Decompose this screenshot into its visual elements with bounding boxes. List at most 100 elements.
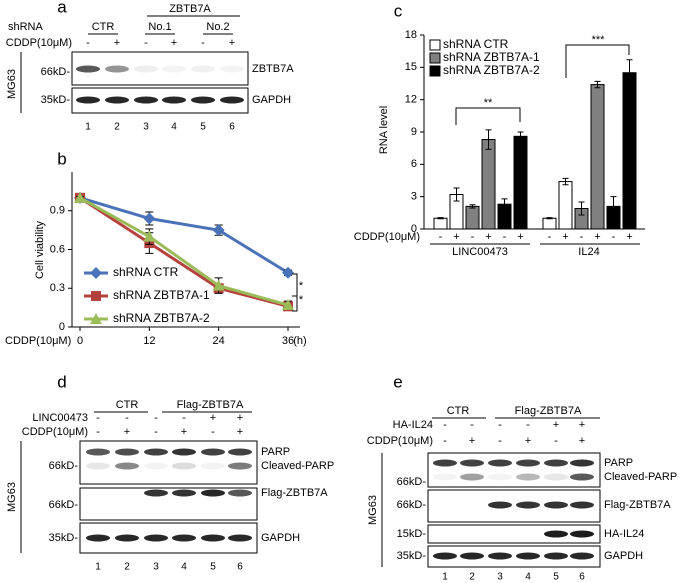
band [228, 489, 252, 497]
sign: + [114, 37, 120, 49]
point [282, 299, 294, 311]
sign: + [525, 435, 531, 447]
lane-number: 2 [114, 122, 120, 133]
band [544, 473, 568, 481]
band [201, 448, 225, 456]
legend-swatch [429, 39, 441, 51]
band [86, 462, 110, 470]
lane-number: 3 [497, 572, 503, 583]
sign: - [554, 435, 558, 447]
lane-number: 5 [200, 122, 206, 133]
error-bar [453, 187, 460, 202]
error-bar [501, 198, 508, 211]
lane-number: 1 [85, 122, 91, 133]
sign: + [171, 37, 177, 49]
error-bar [578, 201, 585, 216]
annotation: *** [592, 34, 606, 46]
lane-number: 6 [229, 122, 235, 133]
band [570, 501, 594, 509]
header-group: Flag-ZBTB7A [177, 399, 244, 411]
bar [622, 72, 637, 230]
lane-number: 4 [181, 562, 187, 573]
y-tick-label: 0.3 [50, 282, 65, 294]
band [172, 489, 196, 497]
band [488, 459, 512, 467]
band-label: ZBTB7A [252, 63, 294, 75]
panel-label: e [393, 372, 402, 391]
condition-sign: - [439, 231, 443, 243]
point [74, 191, 86, 203]
error-bar [517, 131, 524, 142]
band-label: Flag-ZBTB7A [604, 499, 671, 511]
bar [513, 135, 528, 230]
band [220, 65, 244, 73]
cell-line: MG63 [6, 69, 18, 99]
band [544, 530, 568, 538]
bar [590, 84, 605, 230]
blot-panel [427, 524, 601, 544]
y-tick-label: 0 [411, 223, 417, 235]
bar [433, 217, 448, 230]
blot-panel [427, 452, 601, 488]
significance-bracket [565, 44, 630, 78]
condition-sign: + [485, 231, 491, 243]
lane-number: 5 [210, 562, 216, 573]
point [282, 266, 294, 279]
band [115, 462, 139, 470]
row-label: CDDP(10μM) [22, 426, 88, 438]
x-unit: (h) [293, 335, 306, 347]
condition-sign: - [612, 231, 616, 243]
band [433, 473, 457, 481]
band [544, 459, 568, 467]
band [134, 96, 158, 104]
band [201, 534, 225, 542]
row-label: shRNA [8, 21, 44, 33]
point [143, 212, 156, 225]
band [570, 552, 594, 560]
point [143, 230, 156, 242]
sign: - [86, 37, 90, 49]
sign: - [498, 419, 502, 431]
significance-bracket [455, 107, 521, 125]
size-marker: 35kD- [41, 94, 71, 106]
lane-number: 4 [525, 572, 531, 583]
condition-sign: + [594, 231, 600, 243]
band [144, 534, 168, 542]
sign: + [579, 419, 585, 431]
band [86, 534, 110, 542]
error-bar [546, 217, 553, 220]
y-tick-label: 12 [405, 94, 417, 106]
band [162, 96, 186, 104]
band [433, 459, 457, 467]
sign: + [229, 37, 235, 49]
point [91, 291, 101, 301]
sign: - [144, 37, 148, 49]
band [570, 473, 594, 481]
condition-sign: - [548, 231, 552, 243]
band [76, 96, 100, 104]
band-label: Cleaved-PARP [261, 460, 334, 472]
sign: + [237, 426, 243, 438]
y-tick-label: 18 [405, 29, 417, 41]
lane-number: 2 [124, 562, 130, 573]
sign: - [125, 412, 129, 424]
size-marker: 15kD- [397, 528, 427, 540]
size-marker: 35kD- [397, 550, 427, 562]
band [105, 96, 129, 104]
band [191, 96, 215, 104]
sign: - [154, 412, 158, 424]
group-label: IL24 [578, 246, 599, 258]
header-group: CTR [447, 405, 470, 417]
sign: - [498, 435, 502, 447]
band-label: PARP [261, 446, 290, 458]
annotation: * [299, 294, 304, 306]
band [144, 448, 168, 456]
error-bar [437, 217, 444, 220]
panel-label: d [57, 372, 66, 391]
cell-line: MG63 [6, 482, 18, 512]
band [86, 448, 110, 456]
sign: - [96, 412, 100, 424]
band [115, 448, 139, 456]
header-group: CTR [92, 21, 115, 33]
bar [558, 181, 573, 230]
